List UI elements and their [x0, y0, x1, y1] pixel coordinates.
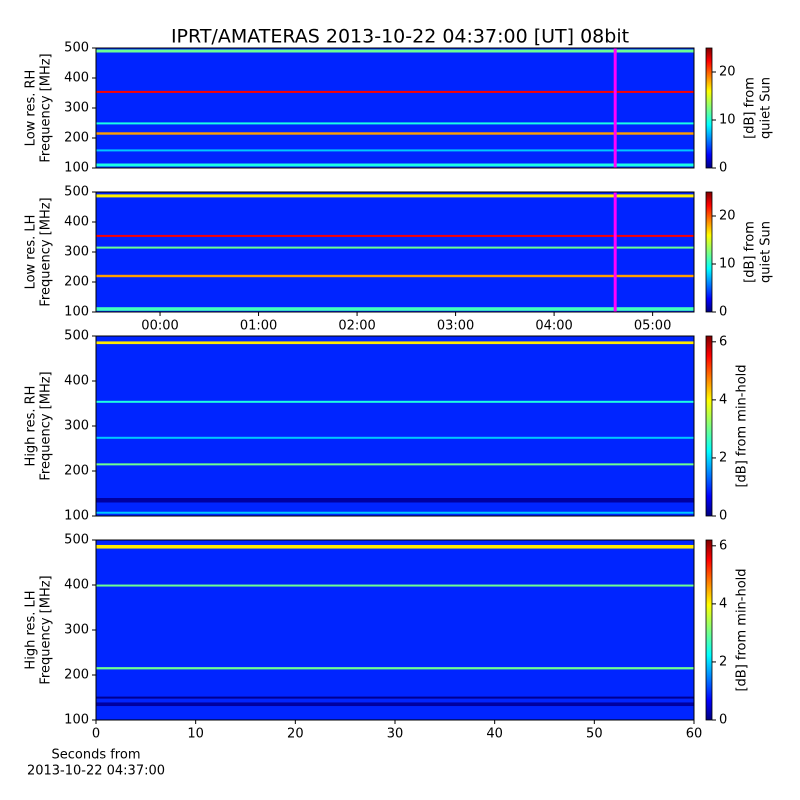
y-tick-label: 500 [64, 185, 89, 200]
x-tick-label: 30 [387, 727, 404, 742]
spectral-band [96, 544, 694, 549]
spectral-band [96, 49, 694, 53]
spectral-band [96, 234, 694, 237]
spectral-band [96, 163, 694, 167]
colorbar-tick-label: 10 [719, 257, 736, 272]
y-tick-label: 500 [64, 41, 89, 56]
figure-title: IPRT/AMATERAS 2013-10-22 04:37:00 [UT] 0… [171, 26, 629, 48]
spectral-band [96, 498, 694, 503]
y-axis-label: Frequency [MHz] [39, 197, 54, 306]
colorbar-tick-label: 0 [719, 305, 727, 320]
y-tick-label: 300 [64, 101, 89, 116]
colorbar-label: quiet Sun [759, 77, 774, 139]
heatmap-background [96, 336, 694, 516]
colorbar-tick-label: 20 [719, 65, 736, 80]
x-tick-label: 00:00 [141, 319, 178, 334]
x-tick-label: 05:00 [634, 319, 671, 334]
x-tick-label: 04:00 [535, 319, 572, 334]
colorbar-label: [dB] from [743, 77, 758, 139]
x-tick-label: 20 [287, 727, 304, 742]
colorbar-tick-label: 10 [719, 113, 736, 128]
y-axis-label: High res. RH [24, 386, 39, 467]
y-tick-label: 400 [64, 71, 89, 86]
colorbar-tick-label: 6 [719, 538, 727, 553]
x-tick-label: 0 [92, 727, 100, 742]
spectral-band [96, 132, 694, 135]
colorbar-tick-label: 20 [719, 209, 736, 224]
colorbar-label: [dB] from min-hold [735, 364, 750, 487]
x-tick-label: 60 [686, 727, 703, 742]
x-tick-label: 50 [586, 727, 603, 742]
spectral-band [96, 696, 694, 699]
spectral-band [96, 463, 694, 466]
spectral-band [96, 246, 694, 249]
colorbar-tick-label: 4 [719, 392, 727, 407]
spectral-band [96, 149, 694, 152]
spectral-band [96, 436, 694, 439]
y-tick-label: 100 [64, 713, 89, 728]
y-tick-label: 200 [64, 275, 89, 290]
heatmap-background [96, 192, 694, 312]
x-tick-label: 40 [486, 727, 503, 742]
colorbar-tick-label: 0 [719, 713, 727, 728]
y-tick-label: 400 [64, 578, 89, 593]
colorbar-label: [dB] from min-hold [735, 568, 750, 691]
spectral-band [96, 90, 694, 93]
spectral-band [96, 274, 694, 278]
spectral-band [96, 400, 694, 403]
colorbar-label: [dB] from [743, 221, 758, 283]
colorbar-tick-label: 4 [719, 596, 727, 611]
x-tick-label: 10 [187, 727, 204, 742]
spectral-band [96, 511, 694, 514]
colorbar [705, 539, 713, 721]
colorbar-tick-label: 0 [719, 161, 727, 176]
spectral-band [96, 341, 694, 345]
colorbar-tick-label: 2 [719, 450, 727, 465]
y-tick-label: 200 [64, 668, 89, 683]
y-tick-label: 400 [64, 374, 89, 389]
spectral-band [96, 584, 694, 587]
y-tick-label: 200 [64, 131, 89, 146]
x-axis-label: 2013-10-22 04:37:00 [27, 764, 165, 779]
spectral-band [96, 702, 694, 707]
y-tick-label: 300 [64, 245, 89, 260]
y-tick-label: 100 [64, 509, 89, 524]
y-tick-label: 300 [64, 419, 89, 434]
x-axis-label: Seconds from [51, 748, 140, 763]
y-axis-label: Low res. RH [24, 70, 39, 147]
y-tick-label: 300 [64, 623, 89, 638]
heatmap-background [96, 540, 694, 720]
spectral-band [96, 194, 694, 198]
x-tick-label: 01:00 [240, 319, 277, 334]
spectral-band [96, 122, 694, 125]
colorbar-tick-label: 6 [719, 334, 727, 349]
y-tick-label: 100 [64, 161, 89, 176]
y-tick-label: 200 [64, 464, 89, 479]
y-axis-label: Frequency [MHz] [39, 575, 54, 684]
colorbar [705, 47, 713, 169]
spectral-band [96, 307, 694, 311]
x-tick-label: 02:00 [338, 319, 375, 334]
y-tick-label: 500 [64, 533, 89, 548]
colorbar [705, 191, 713, 313]
spectral-band [96, 667, 694, 670]
y-axis-label: High res. LH [24, 590, 39, 669]
colorbar [705, 335, 713, 517]
y-tick-label: 500 [64, 329, 89, 344]
y-axis-label: Frequency [MHz] [39, 53, 54, 162]
y-axis-label: Frequency [MHz] [39, 371, 54, 480]
colorbar-label: quiet Sun [759, 221, 774, 283]
heatmap-background [96, 48, 694, 168]
y-tick-label: 400 [64, 215, 89, 230]
x-tick-label: 03:00 [437, 319, 474, 334]
colorbar-tick-label: 2 [719, 654, 727, 669]
colorbar-tick-label: 0 [719, 509, 727, 524]
y-tick-label: 100 [64, 305, 89, 320]
y-axis-label: Low res. LH [24, 215, 39, 290]
